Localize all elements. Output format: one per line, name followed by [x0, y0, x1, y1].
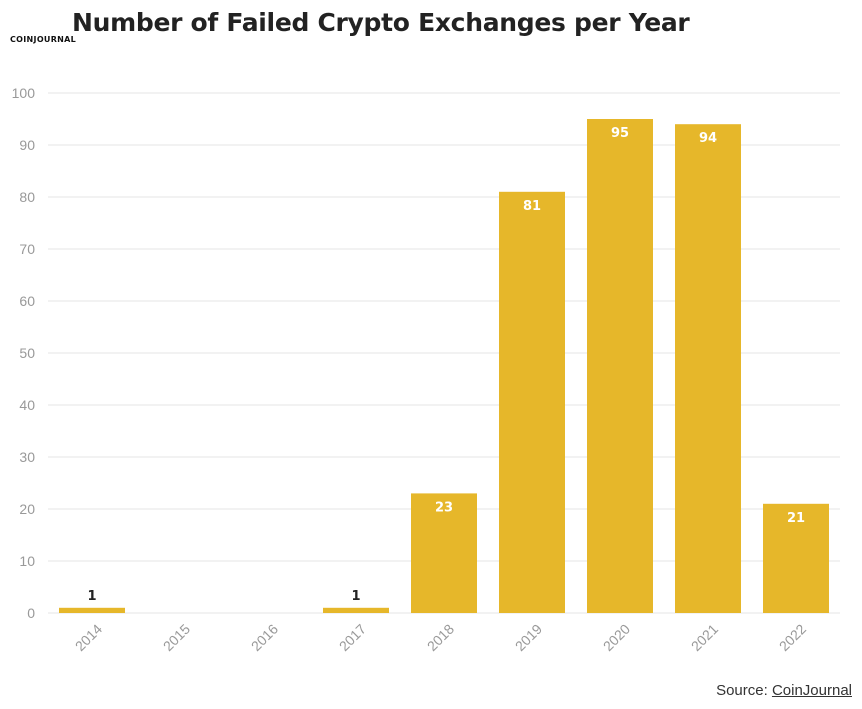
data-label: 94: [699, 131, 717, 146]
x-tick-label: 2021: [688, 621, 721, 654]
bar: [411, 493, 477, 613]
source-link[interactable]: CoinJournal: [771, 682, 852, 699]
bar: [763, 503, 829, 613]
y-tick-label: 10: [19, 553, 35, 569]
x-tick-label: 2018: [424, 621, 457, 654]
x-tick-label: 2017: [336, 621, 369, 654]
y-tick-label: 50: [19, 345, 35, 361]
x-tick-label: 2022: [776, 621, 809, 654]
x-tick-label: 2014: [72, 621, 105, 654]
bar: [59, 607, 125, 613]
y-tick-label: 30: [19, 449, 35, 465]
bar: [675, 124, 741, 613]
source-credit: Source: CoinJournal: [716, 682, 852, 699]
y-tick-label: 40: [19, 397, 35, 413]
y-tick-label: 100: [12, 85, 36, 101]
x-tick-label: 2015: [160, 621, 193, 654]
data-label: 81: [523, 199, 541, 214]
x-tick-label: 2020: [600, 621, 633, 654]
y-tick-label: 20: [19, 501, 35, 517]
data-label: 1: [87, 589, 96, 604]
bar: [499, 191, 565, 614]
bar: [587, 119, 653, 613]
chart-title: Number of Failed Crypto Exchanges per Ye…: [72, 8, 690, 37]
data-label: 1: [351, 589, 360, 604]
y-tick-label: 0: [27, 605, 35, 621]
coinjournal-logo: COINJOURNAL: [10, 35, 77, 44]
data-label: 95: [611, 126, 629, 141]
data-label: 21: [787, 511, 805, 526]
y-tick-label: 80: [19, 189, 35, 205]
x-tick-label: 2019: [512, 621, 545, 654]
x-tick-label: 2016: [248, 621, 281, 654]
bar: [323, 607, 389, 613]
source-label: Source:: [716, 682, 768, 699]
y-tick-label: 90: [19, 137, 35, 153]
data-label: 23: [435, 500, 453, 515]
y-tick-label: 70: [19, 241, 35, 257]
y-tick-label: 60: [19, 293, 35, 309]
